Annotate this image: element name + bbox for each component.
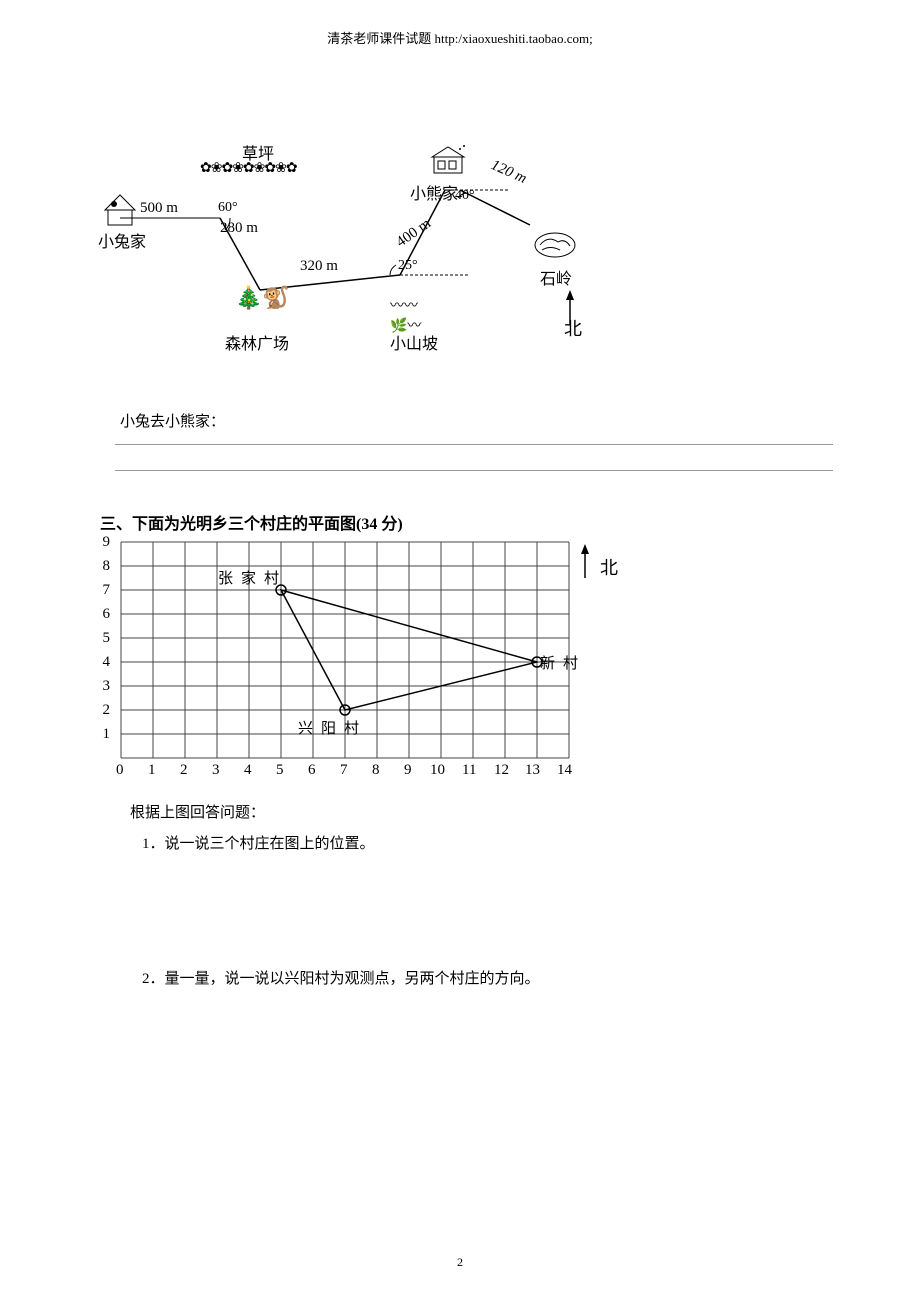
x-label-2: 2 [180, 762, 188, 779]
forest-icon: 🎄🐒 [235, 285, 290, 311]
north-label-1: 北 [564, 315, 582, 341]
y-label-4: 4 [98, 654, 110, 671]
rabbit-home-icon [100, 190, 140, 230]
answer-line-2 [115, 470, 833, 471]
angle-40: 40° [455, 188, 475, 204]
y-label-9: 9 [98, 534, 110, 551]
page-number: 2 [0, 1255, 920, 1270]
angle-25: 25° [398, 258, 418, 274]
stone-ridge-icon [530, 220, 580, 260]
stone-ridge-label: 石岭 [540, 265, 572, 289]
x-label-7: 7 [340, 762, 348, 779]
y-label-6: 6 [98, 606, 110, 623]
y-label-3: 3 [98, 678, 110, 695]
question-rabbit: 小兔去小熊家： [120, 410, 225, 431]
answer-line-1 [115, 444, 833, 445]
sub-q2: 2．量一量，说一说以兴阳村为观测点，另两个村庄的方向。 [142, 966, 540, 993]
forest-square-label: 森林广场 [225, 330, 289, 354]
grass-icon: ✿❀✿❀✿❀✿❀✿ [200, 160, 297, 177]
slope-icon: 〰〰🌿〰 [390, 295, 421, 335]
village-grid [105, 530, 595, 790]
angle-60: 60° [218, 200, 238, 216]
y-label-2: 2 [98, 702, 110, 719]
y-label-5: 5 [98, 630, 110, 647]
x-label-10: 10 [430, 762, 445, 779]
sub-questions: 根据上图回答问题： 1．说一说三个村庄在图上的位置。 2．量一量，说一说以兴阳村… [130, 800, 540, 993]
x-label-14: 14 [557, 762, 572, 779]
y-label-7: 7 [98, 582, 110, 599]
x-label-1: 1 [148, 762, 156, 779]
x-label-4: 4 [244, 762, 252, 779]
sub-intro: 根据上图回答问题： [130, 800, 540, 827]
zhang-village: 张家村 [218, 567, 287, 588]
x-label-0: 0 [116, 762, 124, 779]
x-label-3: 3 [212, 762, 220, 779]
xin-village: 新村 [540, 652, 586, 673]
xingyang-village: 兴阳村 [298, 717, 367, 738]
x-label-8: 8 [372, 762, 380, 779]
x-label-9: 9 [404, 762, 412, 779]
x-label-12: 12 [494, 762, 509, 779]
distance-280: 280 m [220, 220, 258, 237]
page-header: 清茶老师课件试题 http:/xiaoxueshiti.taobao.com; [0, 0, 920, 47]
x-label-5: 5 [276, 762, 284, 779]
north-label-2: 北 [600, 554, 618, 580]
small-slope-label: 小山坡 [390, 330, 438, 354]
x-label-6: 6 [308, 762, 316, 779]
rabbit-home-label: 小兔家 [98, 228, 146, 252]
distance-320: 320 m [300, 258, 338, 275]
y-label-8: 8 [98, 558, 110, 575]
x-label-11: 11 [462, 762, 476, 779]
x-label-13: 13 [525, 762, 540, 779]
bear-home-label: 小熊家 [410, 180, 458, 204]
bear-home-icon [430, 145, 468, 177]
y-label-1: 1 [98, 726, 110, 743]
sub-q1: 1．说一说三个村庄在图上的位置。 [142, 831, 540, 858]
distance-500: 500 m [140, 200, 178, 217]
